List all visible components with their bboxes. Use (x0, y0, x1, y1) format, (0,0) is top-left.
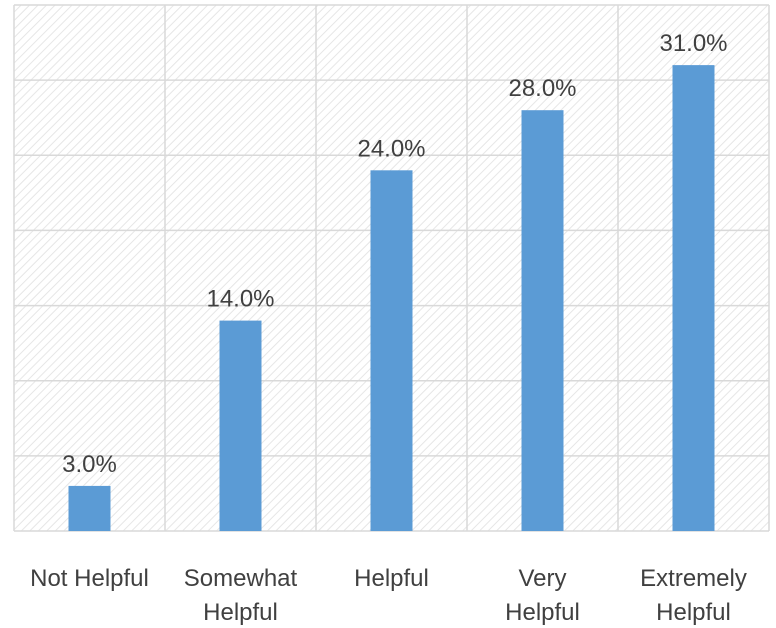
category-label-line: Helpful (354, 565, 429, 592)
category-label-line: Helpful (505, 599, 580, 626)
category-label-line: Extremely (640, 565, 747, 592)
category-label: Helpful (354, 565, 429, 592)
data-label: 28.0% (508, 75, 576, 102)
bars (68, 65, 715, 532)
data-label: 24.0% (357, 135, 425, 162)
category-labels: Not Helpful Somewhat Helpful Helpful Very Hel… (30, 565, 747, 626)
bar (68, 485, 111, 531)
category-label-line: Not Helpful (30, 565, 149, 592)
bar (672, 65, 715, 531)
data-label: 31.0% (659, 30, 727, 57)
category-label-line: Helpful (203, 599, 278, 626)
bar (521, 110, 564, 531)
data-label: 3.0% (62, 451, 117, 478)
category-label: Not Helpful (30, 565, 149, 592)
category-label: Somewhat Helpful (184, 565, 298, 626)
category-label-line: Somewhat (184, 565, 298, 592)
data-label: 14.0% (206, 286, 274, 313)
category-label-line: Very (518, 565, 566, 592)
category-label: Extremely Helpful (640, 565, 747, 626)
category-label: Very Helpful (505, 565, 580, 626)
bar (370, 170, 413, 532)
category-label-line: Helpful (656, 599, 731, 626)
data-labels: 3.0% 14.0% 24.0% 28.0% 31.0% (62, 30, 727, 478)
bar (219, 320, 262, 531)
